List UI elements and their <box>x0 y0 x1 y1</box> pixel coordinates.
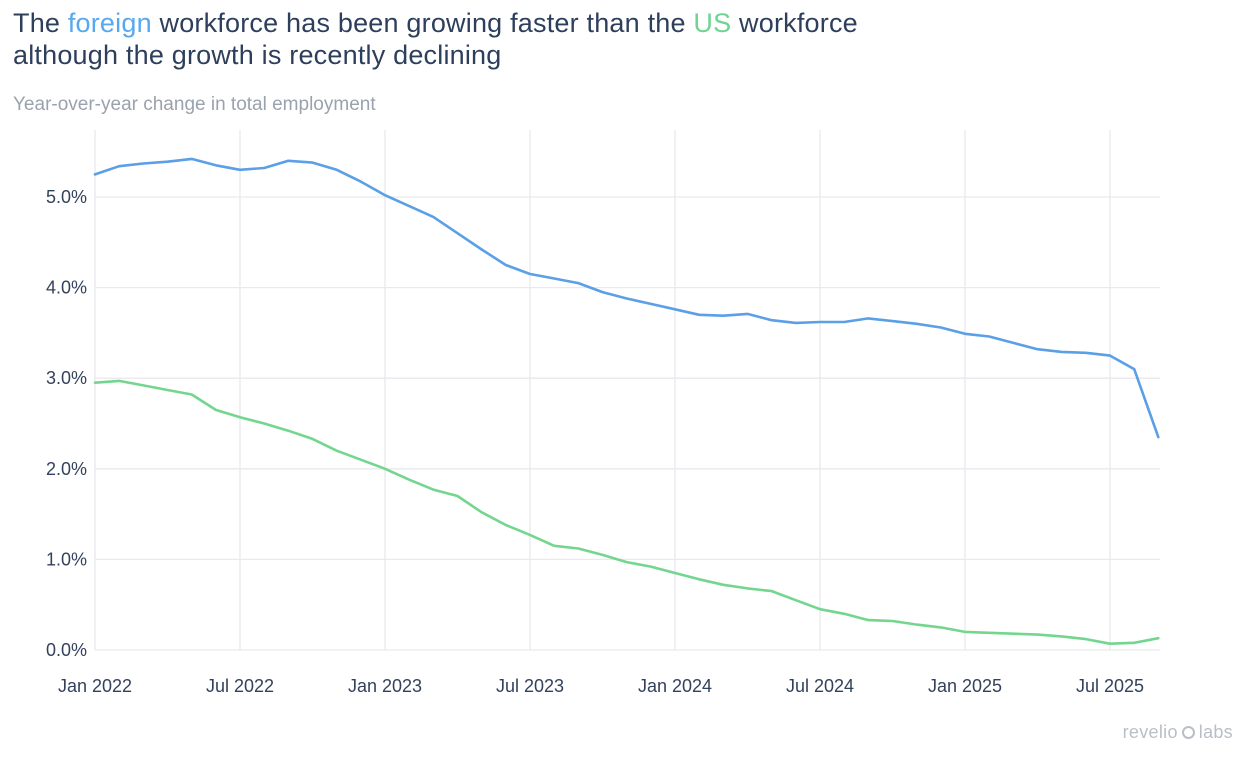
x-tick-label: Jan 2024 <box>638 676 712 696</box>
x-tick-label: Jul 2025 <box>1076 676 1144 696</box>
y-tick-label: 5.0% <box>46 187 87 207</box>
title-text: The <box>13 8 68 38</box>
logo-text-revelio: revelio <box>1122 722 1178 742</box>
y-tick-label: 2.0% <box>46 459 87 479</box>
us-series-line <box>93 379 1160 646</box>
chart-header: The foreign workforce has been growing f… <box>13 8 1113 116</box>
title-foreign-highlight: foreign <box>67 8 152 38</box>
x-tick-label: Jan 2023 <box>348 676 422 696</box>
y-tick-label: 1.0% <box>46 549 87 569</box>
y-tick-label: 0.0% <box>46 640 87 660</box>
logo-text-labs: labs <box>1198 722 1233 742</box>
chart-title-line1: The foreign workforce has been growing f… <box>13 8 1113 40</box>
foreign-series-line <box>93 157 1160 439</box>
x-tick-label: Jul 2024 <box>786 676 854 696</box>
logo-ring-icon <box>1181 726 1195 739</box>
y-tick-label: 4.0% <box>46 278 87 298</box>
x-tick-label: Jan 2025 <box>928 676 1002 696</box>
x-tick-label: Jul 2023 <box>496 676 564 696</box>
x-tick-label: Jul 2022 <box>206 676 274 696</box>
title-text: workforce has been growing faster than t… <box>151 8 694 38</box>
revelio-labs-logo: revelio labs <box>1123 722 1233 743</box>
title-us-highlight: US <box>693 8 732 38</box>
chart-title: The foreign workforce has been growing f… <box>13 8 1113 72</box>
x-tick-label: Jan 2022 <box>58 676 132 696</box>
chart-subtitle: Year-over-year change in total employmen… <box>13 93 376 115</box>
chart-title-line2: although the growth is recently declinin… <box>13 39 502 70</box>
title-text: workforce <box>731 8 858 38</box>
y-tick-label: 3.0% <box>46 368 87 388</box>
